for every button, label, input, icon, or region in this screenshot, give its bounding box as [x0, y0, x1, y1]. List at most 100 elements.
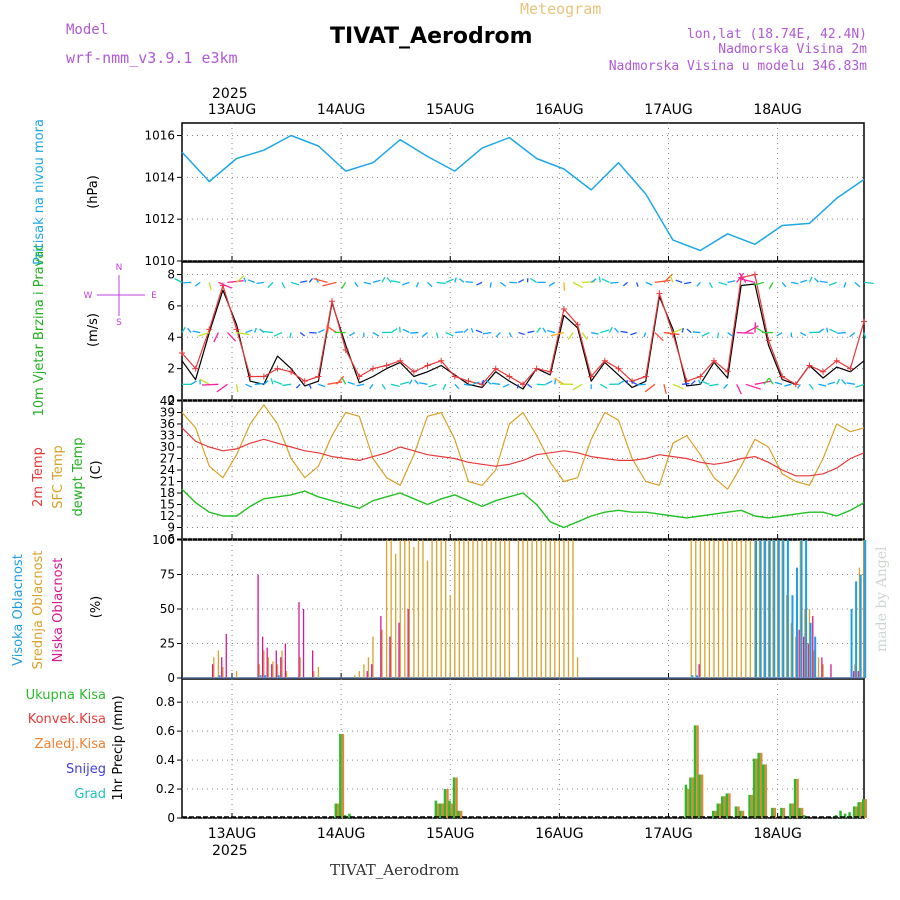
sfc-temp-line — [181, 404, 865, 490]
wind-obs-marker — [492, 365, 499, 372]
wind-arrow — [348, 332, 356, 337]
precip-conv-bar — [696, 725, 699, 818]
pressure-line — [181, 134, 865, 252]
wind-arrow — [381, 383, 386, 390]
y-tick-label: 50 — [160, 602, 175, 616]
wind-arrow — [696, 281, 701, 287]
y-tick-label: 42 — [160, 394, 175, 408]
wind-arrow — [491, 382, 501, 385]
cloud-panel-labels: Visoka Oblacnost Srednja Oblacnost Niska… — [11, 551, 104, 670]
wind-arrow — [410, 331, 419, 334]
wind-arrow — [247, 279, 255, 283]
temp-2m-line — [181, 427, 865, 477]
y-tick-label: 0 — [167, 393, 175, 407]
wind-arrow — [308, 278, 314, 283]
bottom-date-label: 13AUG — [208, 826, 257, 842]
wind-arrow — [502, 383, 510, 388]
wind-arrow — [445, 331, 454, 337]
watermark: made by Angel — [874, 546, 890, 652]
wind-arrow — [476, 281, 483, 286]
wind-arrow — [690, 380, 696, 385]
precip-total-bar — [793, 778, 797, 818]
pressure-panel-labels: Pritisak na nivou mora (hPa) — [32, 119, 101, 265]
wind-arrow — [745, 383, 761, 390]
wind-arrow — [828, 281, 837, 286]
precip-conv-bar — [455, 777, 458, 818]
wind-arrow — [826, 327, 829, 333]
wind-arrow — [482, 331, 492, 335]
wind-arrow — [401, 281, 410, 286]
y-tick-label: 21 — [160, 475, 175, 489]
wind-arrow — [435, 332, 439, 339]
wind-arrow — [398, 326, 401, 333]
wind-arrow — [736, 331, 754, 334]
wind-arrow — [581, 332, 588, 341]
wind-obs-marker — [642, 373, 649, 380]
wind-arrow — [701, 380, 710, 385]
wind-arrow — [836, 378, 841, 385]
wind-arrow — [192, 330, 201, 334]
precip-conv-bar — [773, 807, 777, 818]
precip-conv-bar — [791, 803, 795, 818]
wind-obs-marker — [547, 368, 554, 375]
wind-obs-marker — [274, 365, 281, 372]
precip-total-bar — [721, 796, 724, 818]
wind-arrow — [654, 279, 671, 284]
wind-arrow — [290, 281, 300, 286]
y-tick-label: 8 — [167, 268, 175, 282]
precip-conv-bar — [759, 752, 763, 818]
wind-arrow — [270, 378, 274, 385]
wind-arrow — [723, 383, 729, 389]
precip-total-bar — [789, 803, 792, 818]
bottom-date-label: 15AUG — [426, 826, 475, 842]
precip-conv-bar — [737, 806, 740, 818]
wind-obs-line — [181, 273, 865, 385]
wind-arrow — [536, 383, 546, 386]
precip-total-bar — [761, 764, 765, 818]
wind-arrow — [768, 282, 774, 290]
wind-arrow — [190, 380, 197, 385]
wind-arrow — [213, 332, 219, 343]
wind-arrow — [800, 279, 808, 284]
wind-arrow — [827, 381, 836, 385]
wind-arrow — [763, 377, 770, 385]
y-tick-label: 100 — [152, 533, 175, 547]
wind-arrow — [843, 282, 847, 288]
precip-ylabel: 1hr Precip (mm) — [111, 695, 126, 800]
dewpt-line — [181, 488, 865, 529]
lonlat-label: lon,lat (18.74E, 42.4N) — [687, 27, 867, 42]
y-tick-label: 12 — [160, 509, 175, 523]
wind-obs-marker — [369, 365, 376, 372]
precip-conv-bar — [441, 803, 445, 818]
wind-arrow — [808, 383, 814, 390]
wind-arrow — [818, 383, 827, 387]
wind-arrow — [598, 276, 601, 283]
wind-arrow — [645, 281, 653, 286]
precip-total-bar — [843, 813, 847, 818]
precip-total-bar — [802, 815, 806, 818]
precip-total-bar — [752, 758, 756, 818]
wind-arrow — [390, 383, 400, 387]
precip-total-bar — [848, 812, 851, 818]
panel-1: 0 2 4 6 8 — [167, 261, 865, 407]
wind-obs-marker — [656, 290, 663, 297]
wind-arrow — [181, 326, 186, 333]
wind-arrow — [308, 384, 312, 389]
y-tick-label: 0 — [167, 671, 175, 685]
panel-3: 0 25 50 75 100 — [152, 533, 865, 685]
wind-obs-marker — [560, 306, 567, 313]
wind-arrow — [218, 281, 232, 289]
precip-total-bar — [452, 777, 456, 818]
precip-total-bar — [439, 803, 442, 818]
model-label: Model — [66, 22, 108, 38]
wind-obs-marker — [465, 378, 472, 385]
top-date-label: 17AUG — [644, 102, 693, 118]
wind-arrow — [325, 325, 337, 334]
wind-arrow — [227, 280, 244, 284]
y-tick-label: 39 — [160, 406, 175, 420]
wind-arrow — [208, 282, 212, 290]
precip-conv-bar — [446, 789, 449, 818]
wind-arrow — [295, 383, 301, 389]
wind-obs-marker — [383, 362, 390, 369]
wind-arrow — [818, 328, 825, 334]
